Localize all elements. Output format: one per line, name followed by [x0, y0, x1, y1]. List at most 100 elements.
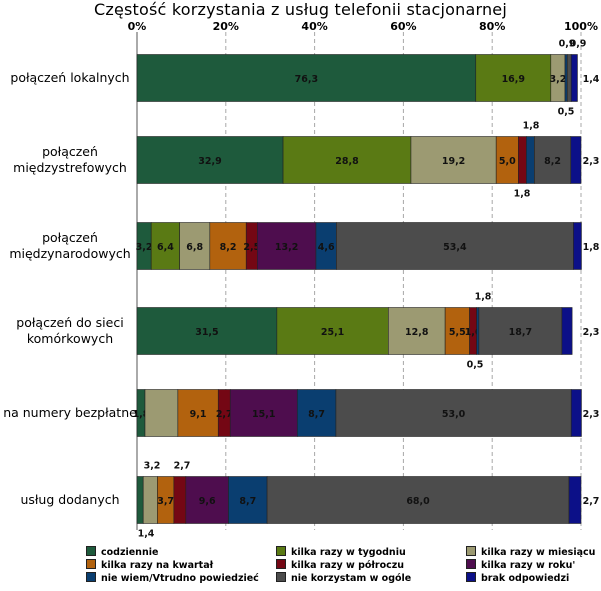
- legend-label: nie korzystam w ogóle: [291, 573, 412, 584]
- bar-segment: [561, 307, 573, 355]
- legend-swatch: [466, 559, 476, 569]
- segment-value-label: 5,5: [449, 327, 466, 338]
- segment-value-label: 12,8: [405, 327, 429, 338]
- bar-segment: [136, 476, 144, 524]
- legend-label: kilka razy w tygodniu: [291, 547, 406, 558]
- bar-segment: [282, 136, 412, 184]
- annotation-label: 0,9: [559, 39, 576, 50]
- legend-item: codziennie: [86, 546, 158, 558]
- bar-segment: [173, 476, 187, 524]
- bar-segment: [142, 476, 158, 524]
- legend-item: kilka razy w roku': [466, 559, 575, 571]
- category-label: połączeń lokalnych: [10, 70, 129, 85]
- segment-value-label: 68,0: [406, 496, 430, 507]
- x-tick-label: 60%: [390, 20, 416, 33]
- segment-value-label: 8,7: [239, 496, 256, 507]
- segment-value-label: 28,8: [335, 156, 359, 167]
- segment-value-label: 3,2: [136, 242, 153, 253]
- bar-segment: [136, 136, 284, 184]
- right-value-label: 2,3: [583, 156, 600, 167]
- legend-item: kilka razy w miesiącu: [466, 546, 595, 558]
- x-tick-label: 80%: [479, 20, 505, 33]
- legend-label: kilka razy w roku': [481, 560, 576, 571]
- segment-value-label: 19,2: [442, 156, 465, 167]
- bar-segment: [336, 222, 574, 270]
- segment-value-label: 5,0: [499, 156, 516, 167]
- segment-value-label: 8,2: [220, 242, 237, 253]
- segment-value-label: 8,7: [308, 409, 325, 420]
- legend-label: kilka razy na kwartał: [101, 560, 214, 571]
- annotation-label: 3,2: [144, 461, 161, 472]
- segment-value-label: 1,8: [133, 409, 150, 420]
- right-value-label: 2,3: [583, 327, 600, 338]
- legend-swatch: [276, 572, 286, 582]
- x-tick-label: 40%: [301, 20, 327, 33]
- segment-value-label: 9,1: [190, 409, 207, 420]
- category-label: połączeń do sieci: [16, 315, 123, 330]
- annotation-label: 1,4: [138, 529, 155, 540]
- category-label: usług dodanych: [20, 492, 119, 507]
- category-label: komórkowych: [27, 331, 113, 346]
- bar-segment: [564, 54, 568, 102]
- legend-swatch: [466, 546, 476, 556]
- category-label: międzynarodowych: [9, 246, 130, 261]
- bar-segment: [150, 222, 180, 270]
- category-label: na numery bezpłatne: [3, 405, 137, 420]
- segment-value-label: 9,6: [199, 496, 216, 507]
- bar-segment: [136, 307, 278, 355]
- bar-segment: [534, 136, 572, 184]
- segment-value-label: 15,1: [252, 409, 275, 420]
- legend-item: kilka razy w tygodniu: [276, 546, 406, 558]
- segment-value-label: 1,6: [465, 327, 482, 338]
- x-tick-label: 20%: [213, 20, 239, 33]
- segment-value-label: 25,1: [321, 327, 344, 338]
- segment-value-label: 53,0: [442, 409, 466, 420]
- segment-value-label: 6,8: [186, 242, 203, 253]
- legend-label: brak odpowiedzi: [481, 573, 570, 584]
- bar-segment: [570, 389, 582, 437]
- annotation-label: 0,5: [467, 360, 484, 371]
- legend-swatch: [276, 546, 286, 556]
- segment-value-label: 76,3: [295, 74, 318, 85]
- bar-segment: [136, 54, 477, 102]
- legend-item: nie wiem/Vtrudno powiedzieć: [86, 572, 259, 584]
- annotation-label: 1,8: [475, 292, 492, 303]
- chart-title: Częstość korzystania z usług telefonii s…: [93, 0, 507, 19]
- legend-swatch: [466, 572, 476, 582]
- bar-segment: [257, 222, 317, 270]
- bar-segment: [573, 222, 582, 270]
- bar-segment: [144, 389, 179, 437]
- right-value-label: 2,7: [583, 496, 600, 507]
- legend-swatch: [86, 572, 96, 582]
- bar-segment: [179, 222, 211, 270]
- bar-segment: [518, 136, 527, 184]
- segment-value-label: 6,4: [157, 242, 174, 253]
- right-value-label: 1,4: [583, 74, 600, 85]
- bar-segment: [177, 389, 219, 437]
- segment-value-label: 2,7: [216, 409, 233, 420]
- segment-value-label: 3,2: [549, 74, 566, 85]
- right-value-label: 2,3: [583, 409, 600, 420]
- segment-value-label: 53,4: [443, 242, 467, 253]
- bar-segment: [296, 389, 337, 437]
- segment-value-label: 16,9: [502, 74, 525, 85]
- bar-segment: [568, 476, 582, 524]
- annotation-label: 1,8: [514, 189, 531, 200]
- segment-value-label: 2,5: [243, 242, 260, 253]
- bar-segment: [388, 307, 446, 355]
- bar-segment: [570, 54, 578, 102]
- x-tick-label: 0%: [128, 20, 147, 33]
- bar-segment: [570, 136, 582, 184]
- category-label: połączeń: [42, 144, 98, 159]
- bar-segment: [276, 307, 389, 355]
- annotation-label: 2,7: [174, 461, 191, 472]
- annotation-label: 0,9: [570, 39, 587, 50]
- bar-segment: [410, 136, 497, 184]
- legend-item: kilka razy w półroczu: [276, 559, 404, 571]
- x-tick-label: 100%: [564, 20, 598, 33]
- annotation-label: 0,5: [558, 107, 575, 118]
- legend-label: codziennie: [101, 547, 159, 558]
- segment-value-label: 3,7: [157, 496, 174, 507]
- segment-value-label: 13,2: [275, 242, 298, 253]
